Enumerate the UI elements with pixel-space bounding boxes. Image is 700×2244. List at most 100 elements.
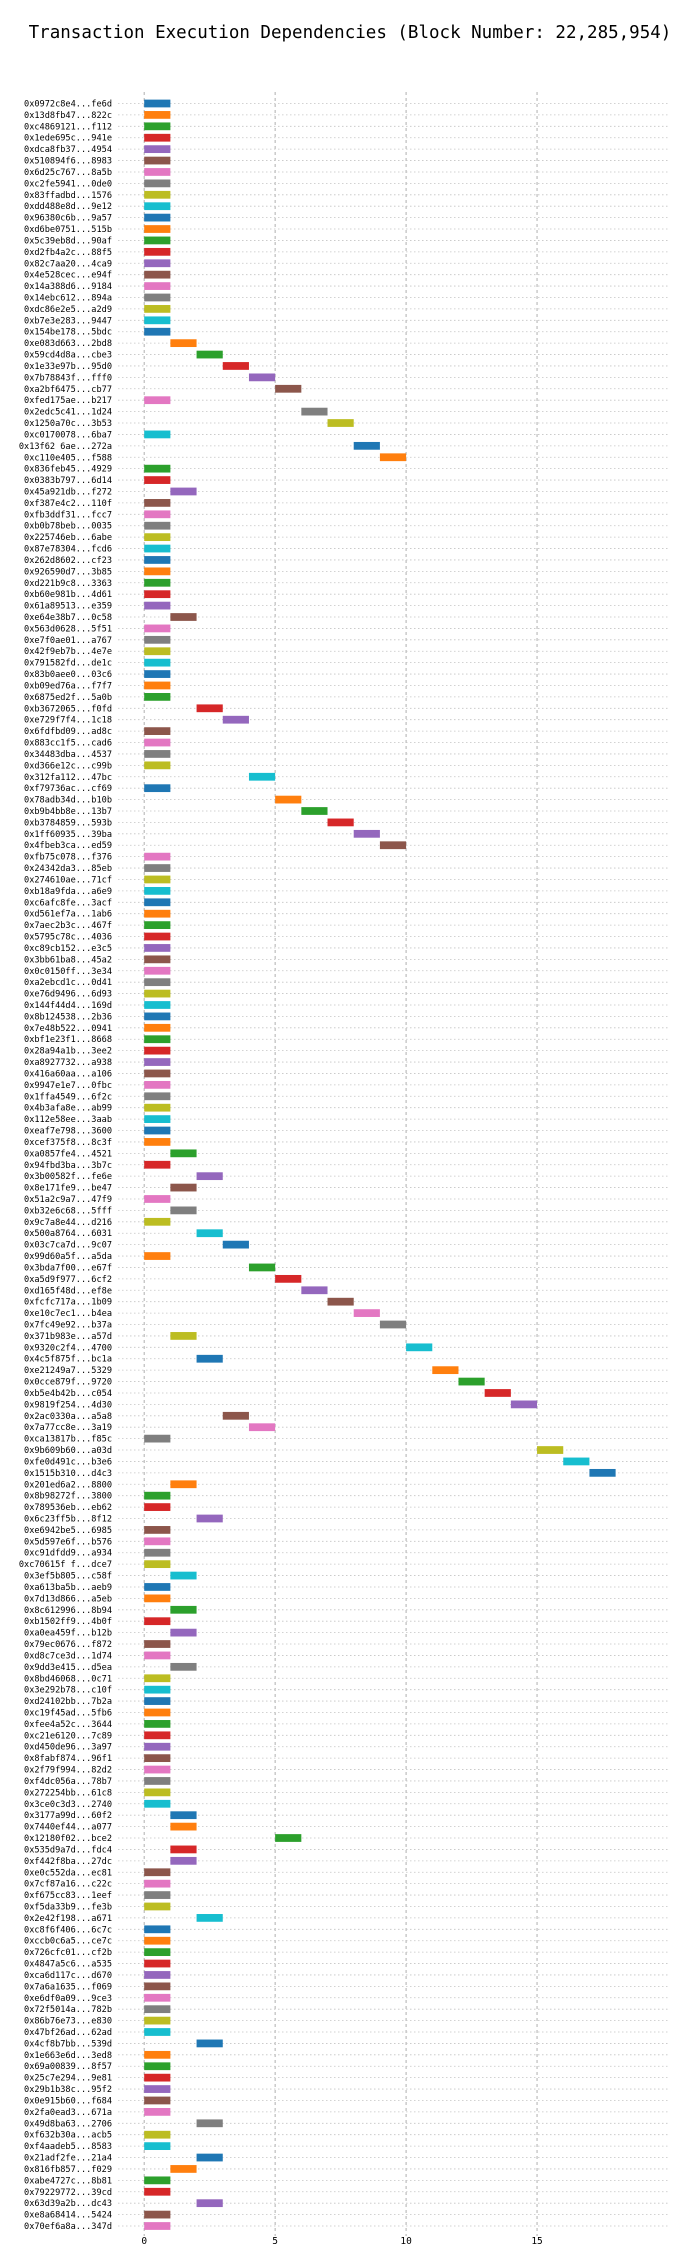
transaction-label: 0x1e663e6d...3ed8	[24, 2051, 112, 2061]
transaction-bar	[379, 841, 407, 850]
transaction-label: 0x14a388d6...9184	[24, 282, 112, 292]
transaction-bar	[353, 1309, 380, 1317]
transaction-bar	[144, 1491, 171, 1500]
transaction-label: 0xd8c7ce3d...1d74	[24, 1651, 112, 1661]
transaction-bar	[222, 1411, 249, 1420]
transaction-bar	[144, 921, 171, 929]
transaction-label: 0x5c39eb8d...90af	[24, 236, 112, 246]
transaction-bar	[144, 521, 171, 530]
transaction-bar	[144, 1023, 171, 1032]
transaction-bar	[144, 1742, 171, 1751]
transaction-label: 0x1e33e97b...95d0	[24, 362, 112, 372]
transaction-bar	[144, 99, 171, 108]
x-tick-label: 0	[141, 2236, 147, 2244]
transaction-bar	[144, 133, 171, 142]
transaction-bar	[144, 727, 171, 736]
transaction-bar	[222, 1240, 249, 1249]
transaction-bar	[144, 1765, 171, 1774]
transaction-bar	[144, 1731, 171, 1740]
transaction-bar	[170, 487, 197, 496]
transaction-label: 0x4847a5c6...a535	[24, 1960, 112, 1970]
transaction-label: 0x6875ed2f...5a0b	[24, 693, 112, 703]
transaction-bar	[484, 1389, 511, 1397]
transaction-bar	[144, 179, 171, 188]
transaction-bar	[170, 2165, 197, 2173]
transaction-bar	[170, 339, 197, 348]
transaction-label: 0xdca8fb37...4954	[24, 145, 112, 155]
transaction-bar	[144, 225, 171, 233]
transaction-bar	[196, 350, 223, 359]
transaction-bar	[275, 1274, 302, 1283]
transaction-bar	[170, 1480, 197, 1489]
transaction-bar	[432, 1366, 459, 1375]
transaction-bar	[144, 247, 171, 256]
transaction-bar	[144, 145, 171, 154]
transaction-label: 0x49d8ba63...2706	[24, 2119, 112, 2129]
transaction-label: 0x726cfc01...cf2b	[24, 1948, 112, 1958]
transaction-bar	[144, 1503, 171, 1511]
transaction-label: 0x9b609b60...a03d	[24, 1446, 112, 1456]
transaction-bar	[196, 704, 223, 713]
transaction-label: 0xca6d117c...d670	[24, 1971, 112, 1981]
transaction-bar	[144, 1868, 171, 1877]
transaction-bar	[144, 2073, 171, 2082]
transaction-label: 0x86b76e73...e830	[24, 2017, 112, 2027]
transaction-bar	[144, 1103, 171, 1112]
transaction-bar	[144, 578, 171, 587]
transaction-label: 0xd561ef7a...1ab6	[24, 910, 112, 920]
transaction-bar	[144, 1537, 171, 1546]
transaction-bar	[248, 772, 276, 781]
transaction-label: 0x14ebc612...894a	[24, 293, 112, 303]
transaction-bar	[144, 282, 171, 290]
transaction-bar	[144, 1799, 171, 1808]
transaction-label: 0x3bb61ba8...45a2	[24, 955, 112, 965]
transaction-label: 0xe76d9496...6d93	[24, 990, 112, 1000]
transaction-bar	[144, 190, 171, 199]
transaction-label: 0x34483dba...4537	[24, 750, 112, 760]
transaction-label: 0x79ec0676...f872	[24, 1640, 112, 1650]
transaction-label: 0xe10c7ec1...b4ea	[24, 1309, 112, 1319]
transaction-label: 0x82c7aa20...4ca9	[24, 259, 112, 269]
transaction-label: 0xc70615f f...dce7	[19, 1560, 112, 1570]
transaction-label: 0x87e78304...fcd6	[24, 545, 112, 555]
transaction-label: 0x836feb45...4929	[24, 465, 112, 475]
transaction-label: 0x96380c6b...9a57	[24, 214, 112, 224]
transaction-label: 0xb3784859...593b	[24, 818, 112, 828]
transaction-label: 0x9c7a8e44...d216	[24, 1218, 112, 1228]
transaction-bar	[144, 601, 171, 610]
transaction-label: 0x7b78843f...fff0	[24, 373, 112, 383]
transaction-bar	[144, 1035, 171, 1044]
transaction-bar	[537, 1446, 564, 1454]
transaction-label: 0xb18a9fda...a6e9	[24, 887, 112, 897]
transaction-label: 0xcef375f8...8c3f	[24, 1138, 112, 1148]
transaction-label: 0x500a8764...6031	[24, 1229, 112, 1239]
transaction-bar	[144, 750, 171, 758]
transaction-label: 0x45a921db...f272	[24, 487, 112, 497]
transaction-bar	[144, 111, 171, 119]
transaction-label: 0xf442f8ba...27dc	[24, 1857, 112, 1867]
transaction-label: 0x6c23ff5b...8f12	[24, 1515, 112, 1525]
transaction-label: 0xc91dfdd9...a934	[24, 1549, 112, 1559]
transaction-bar	[144, 2005, 171, 2014]
transaction-label: 0x7440ef44...a077	[24, 1823, 112, 1833]
transaction-label: 0x0972c8e4...fe6d	[24, 100, 112, 110]
transaction-label: 0x7aec2b3c...467f	[24, 921, 112, 931]
transaction-bar	[144, 464, 171, 473]
transaction-label: 0xb0b78beb...0035	[24, 522, 112, 532]
transaction-label: 0xa2ebcd1c...0d41	[24, 978, 112, 988]
transaction-bar	[144, 1936, 171, 1945]
transaction-bar	[248, 1263, 276, 1272]
transaction-label: 0x3ce0c3d3...2740	[24, 1800, 112, 1810]
transaction-label: 0xc110e405...f588	[24, 453, 112, 463]
transaction-label: 0x2e42f198...a671	[24, 1914, 112, 1924]
transaction-bar	[144, 2142, 171, 2151]
transaction-label: 0x416a60aa...a106	[24, 1069, 112, 1079]
transaction-label: 0xf675cc83...1eef	[24, 1891, 112, 1901]
transaction-label: 0x926590d7...3b85	[24, 567, 112, 577]
transaction-bar	[144, 122, 171, 131]
transaction-bar	[170, 1571, 197, 1580]
transaction-label: 0xd24102bb...7b2a	[24, 1697, 112, 1707]
transaction-bar	[144, 1708, 171, 1717]
transaction-bar	[144, 1674, 171, 1683]
transaction-bar	[144, 1891, 171, 1899]
